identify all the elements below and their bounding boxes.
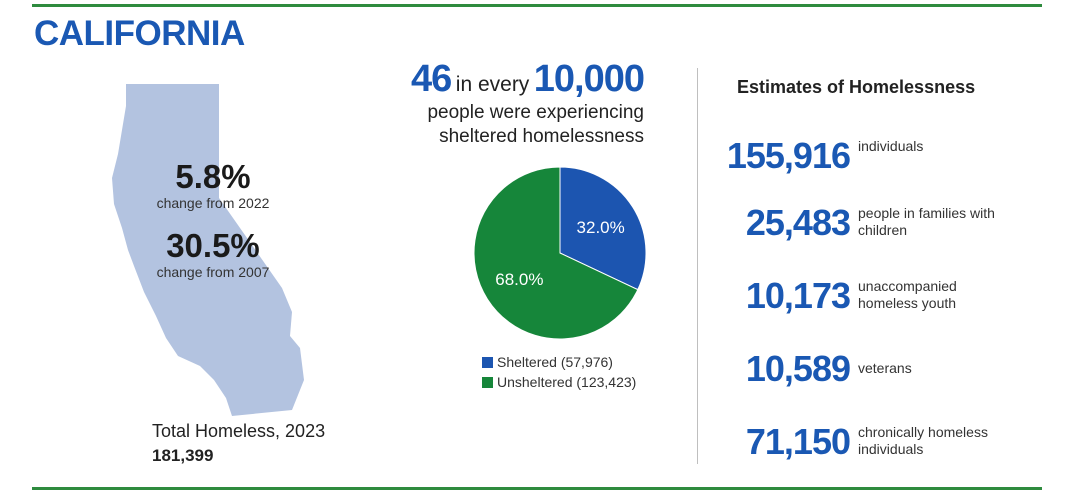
- rate-line-2: people were experiencing: [427, 102, 644, 123]
- page-title: CALIFORNIA: [34, 14, 245, 53]
- legend-label-unsheltered: Unsheltered (123,423): [497, 374, 637, 390]
- rate-number: 46: [411, 58, 452, 100]
- legend-item-unsheltered: Unsheltered (123,423): [482, 372, 636, 392]
- legend-label-sheltered: Sheltered (57,976): [497, 354, 613, 370]
- estimate-desc: chronically homeless individuals: [858, 424, 988, 457]
- estimate-veterans: 10,589 veterans: [712, 349, 1018, 389]
- rate-line-3: sheltered homelessness: [439, 126, 644, 147]
- rate-denominator: 10,000: [533, 58, 645, 100]
- pie-slice-sheltered: [559, 166, 647, 291]
- change-2022-label: change from 2022: [156, 195, 270, 211]
- change-2007-value: 30.5%: [166, 227, 260, 264]
- california-map-icon: [112, 84, 304, 416]
- bottom-rule: [32, 487, 1042, 490]
- estimate-value: 71,150: [745, 421, 851, 462]
- legend-swatch-unsheltered: [482, 376, 493, 388]
- pie-slice-unsheltered: [473, 166, 639, 340]
- legend-swatch-sheltered: [482, 356, 493, 368]
- estimate-desc: individuals: [858, 138, 924, 154]
- top-rule: [32, 4, 1042, 7]
- estimate-value: 10,173: [745, 275, 851, 316]
- pie-label-sheltered: 32.0%: [577, 218, 625, 237]
- total-homeless-label: Total Homeless, 2023: [152, 421, 326, 441]
- column-divider: [697, 68, 698, 464]
- estimate-youth: 10,173 unaccompanied homeless youth: [712, 276, 1018, 316]
- estimates-title: Estimates of Homelessness: [737, 77, 976, 97]
- change-2007-stat: 30.5% change from 2007: [113, 229, 313, 280]
- estimate-value: 10,589: [745, 348, 851, 389]
- estimate-value: 25,483: [745, 202, 851, 243]
- total-homeless-value: 181,399: [152, 446, 214, 465]
- pie-label-unsheltered: 68.0%: [495, 270, 543, 289]
- estimate-individuals: 155,916 individuals: [712, 136, 1018, 176]
- change-2022-value: 5.8%: [175, 158, 251, 195]
- estimate-desc: veterans: [858, 360, 912, 376]
- estimate-value: 155,916: [726, 135, 851, 176]
- legend-item-sheltered: Sheltered (57,976): [482, 352, 636, 372]
- rate-connector: in every: [455, 73, 530, 96]
- estimate-desc: people in families with children: [858, 205, 995, 238]
- estimate-families: 25,483 people in families with children: [712, 203, 1018, 243]
- change-2007-label: change from 2007: [156, 264, 270, 280]
- pie-legend: Sheltered (57,976) Unsheltered (123,423): [482, 352, 636, 392]
- shelter-pie-chart: 32.0% 68.0%: [473, 166, 647, 340]
- sheltered-rate-headline: 46 in every 10,000 people were experienc…: [384, 58, 645, 149]
- change-2022-stat: 5.8% change from 2022: [113, 160, 313, 211]
- estimate-chronic: 71,150 chronically homeless individuals: [712, 422, 1018, 462]
- estimate-desc: unaccompanied homeless youth: [858, 278, 957, 311]
